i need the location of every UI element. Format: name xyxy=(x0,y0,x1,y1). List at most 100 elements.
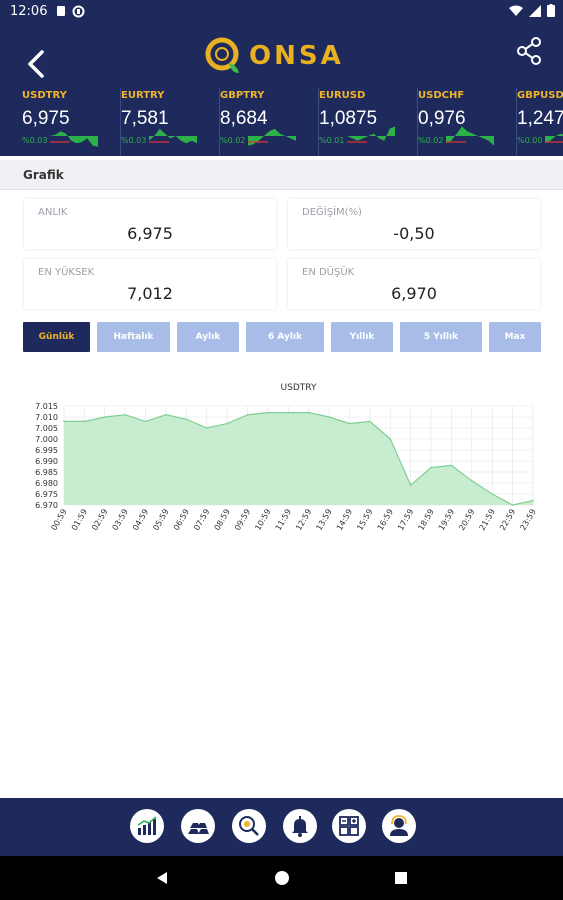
ticker-item[interactable]: USDCHF 0,976 %0.02 xyxy=(418,88,517,156)
back-button[interactable] xyxy=(22,46,52,82)
stat-card-anlik: ANLIK 6,975 xyxy=(24,199,276,249)
section-title: Grafik xyxy=(23,168,64,182)
home-circle-icon[interactable] xyxy=(274,870,290,886)
bell-icon xyxy=(292,816,308,837)
stat-value: -0,50 xyxy=(393,224,435,243)
ticker-item[interactable]: EURTRY 7,581 %0.03 xyxy=(121,88,220,156)
ticker-change: %0.03 xyxy=(22,136,48,145)
share-icon[interactable] xyxy=(514,36,544,66)
ticker-symbol: EURUSD xyxy=(319,90,366,101)
data-point xyxy=(491,493,494,495)
x-tick-label: 14:59 xyxy=(335,508,354,532)
x-tick-label: 06:59 xyxy=(172,508,191,532)
nav-markets-button[interactable] xyxy=(130,809,164,843)
wifi-icon xyxy=(509,5,523,16)
data-point xyxy=(205,427,208,429)
nav-converter-button[interactable] xyxy=(332,809,366,843)
nav-gold-button[interactable] xyxy=(181,809,215,843)
period-button-aylik[interactable]: Aylık xyxy=(177,322,239,352)
period-button-haftalik[interactable]: Haftalık xyxy=(97,322,170,352)
ticker-value: 0,976 xyxy=(418,108,466,129)
ticker-item[interactable]: GBPUSD 1,247 %0.00 xyxy=(517,88,563,156)
ticker-item[interactable]: USDTRY 6,975 %0.03 xyxy=(22,88,121,156)
stat-value: 6,970 xyxy=(391,284,437,303)
ticker-symbol: EURTRY xyxy=(121,90,165,101)
stat-value: 6,975 xyxy=(127,224,173,243)
y-tick-label: 6.980 xyxy=(35,479,58,488)
data-point xyxy=(389,438,392,440)
ticker-value: 8,684 xyxy=(220,108,268,129)
data-point xyxy=(348,422,351,425)
nav-alarm-button[interactable] xyxy=(283,809,317,843)
chart-bars-icon xyxy=(137,816,157,835)
stat-label: ANLIK xyxy=(38,207,68,218)
data-point xyxy=(185,418,188,420)
data-point xyxy=(144,420,147,423)
ticker-sparkline xyxy=(347,126,395,143)
period-button-5-yillik[interactable]: 5 Yıllık xyxy=(400,322,482,352)
ticker-change: %0.01 xyxy=(319,136,345,145)
period-button-max[interactable]: Max xyxy=(489,322,541,352)
period-button-yillik[interactable]: Yıllık xyxy=(331,322,393,352)
ticker-change: %0.00 xyxy=(517,136,543,145)
back-triangle-icon[interactable] xyxy=(154,870,170,886)
calculator-icon xyxy=(339,816,359,836)
sparkline-area xyxy=(50,131,98,147)
ticker-sparkline xyxy=(545,133,563,144)
status-bar: 12:06 xyxy=(0,0,563,24)
x-tick-label: 16:59 xyxy=(376,508,395,532)
ticker-value: 6,975 xyxy=(22,108,70,129)
x-tick-label: 20:59 xyxy=(457,508,476,532)
x-tick-label: 07:59 xyxy=(192,508,211,532)
ticker-sparkline xyxy=(446,126,494,146)
ticker-value: 1,247 xyxy=(517,108,563,129)
data-point xyxy=(246,414,249,416)
data-point xyxy=(307,411,310,414)
x-tick-label: 21:59 xyxy=(478,508,497,532)
ticker-change: %0.02 xyxy=(418,136,444,145)
data-point xyxy=(287,411,290,414)
system-navigation-bar xyxy=(0,856,563,900)
ticker-symbol: USDCHF xyxy=(418,90,465,101)
ticker-change: %0.02 xyxy=(220,136,246,145)
status-time: 12:06 xyxy=(10,4,48,19)
stat-label: EN YÜKSEK xyxy=(38,267,95,278)
y-tick-label: 7.015 xyxy=(35,402,58,411)
y-tick-label: 6.995 xyxy=(35,446,58,455)
data-point xyxy=(124,414,126,416)
stat-value: 7,012 xyxy=(127,284,173,303)
x-tick-label: 23:59 xyxy=(518,508,537,532)
x-tick-label: 17:59 xyxy=(396,508,415,532)
ticker-item[interactable]: EURUSD 1,0875 %0.01 xyxy=(319,88,418,156)
period-button-gunluk[interactable]: Günlük xyxy=(23,322,90,352)
ticker-value: 7,581 xyxy=(121,108,169,129)
recents-square-icon[interactable] xyxy=(393,870,409,886)
period-button-6-aylik[interactable]: 6 Aylık xyxy=(246,322,324,352)
gold-bars-icon xyxy=(188,823,209,834)
data-point xyxy=(63,420,65,423)
y-tick-label: 7.010 xyxy=(35,413,58,422)
price-chart-svg: USDTRY 7.015 7.010 7.005 7.000 6.995 6.990 6.98… xyxy=(35,383,538,532)
currency-ticker[interactable]: USDTRY 6,975 %0.03 EURTRY 7,581 %0.03 GB… xyxy=(0,88,563,156)
support-agent-icon xyxy=(390,815,408,836)
battery-icon xyxy=(547,4,555,17)
ticker-value: 1,0875 xyxy=(319,108,378,129)
x-tick-label: 22:59 xyxy=(498,508,517,532)
x-tick-label: 03:59 xyxy=(111,508,130,532)
x-tick-label: 19:59 xyxy=(437,508,456,532)
y-tick-label: 6.985 xyxy=(35,468,58,477)
ticker-item[interactable]: GBPTRY 8,684 %0.02 xyxy=(220,88,319,156)
data-point xyxy=(267,411,269,414)
ticker-symbol: GBPTRY xyxy=(220,90,265,101)
nav-support-button[interactable] xyxy=(382,809,416,843)
data-point xyxy=(226,422,228,425)
y-tick-label: 7.005 xyxy=(35,424,58,433)
price-chart[interactable]: USDTRY 7.015 7.010 7.005 7.000 6.995 6.990 6.98… xyxy=(20,376,543,546)
nav-search-button[interactable] xyxy=(232,809,266,843)
data-point xyxy=(471,480,473,482)
data-point xyxy=(165,414,167,416)
stat-card-degisim: DEĞİŞİM(%) -0,50 xyxy=(288,199,540,249)
onsa-logo: ONSA xyxy=(205,36,365,76)
y-tick-label: 6.970 xyxy=(35,501,58,510)
x-tick-label: 01:59 xyxy=(70,508,89,532)
